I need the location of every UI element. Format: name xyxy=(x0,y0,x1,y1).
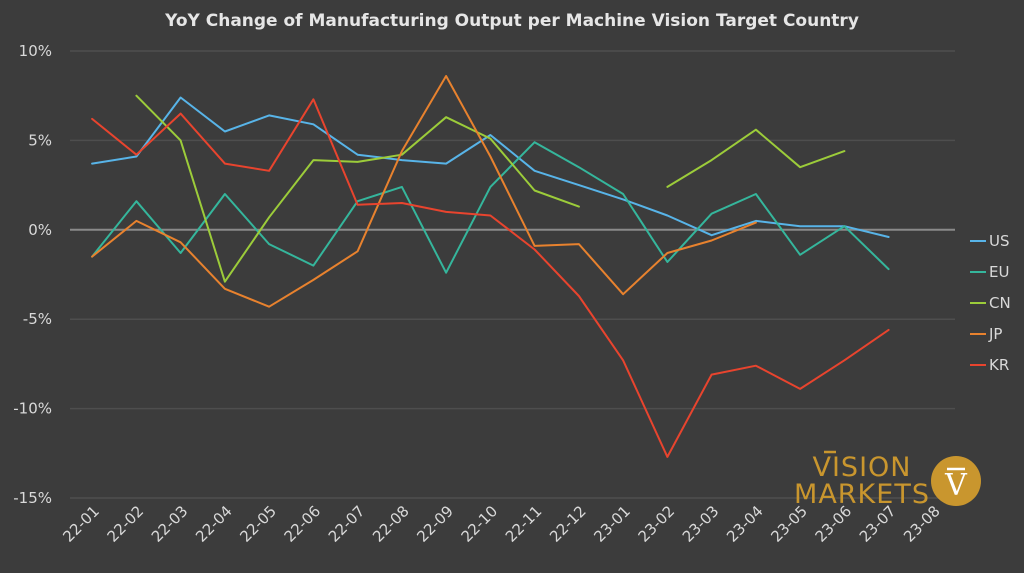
x-tick-label: 22-12 xyxy=(546,502,590,546)
x-tick-label: 22-01 xyxy=(59,502,103,546)
legend-label-eu: EU xyxy=(989,263,1009,281)
y-tick-label: -10% xyxy=(13,400,52,418)
legend-label-kr: KR xyxy=(989,356,1009,374)
legend: US EU CN JP KR xyxy=(970,232,1011,374)
x-tick-label: 23-04 xyxy=(723,502,767,546)
x-tick-label: 22-03 xyxy=(148,502,192,546)
legend-label-us: US xyxy=(989,232,1010,250)
logo-line-2: MARKETS xyxy=(794,479,930,510)
x-tick-label: 22-02 xyxy=(104,502,148,546)
x-tick-label: 22-05 xyxy=(236,502,280,546)
legend-label-cn: CN xyxy=(989,294,1011,312)
x-tick-label: 22-09 xyxy=(413,502,457,546)
logo-mark-letter: V xyxy=(944,468,968,503)
chart-title: YoY Change of Manufacturing Output per M… xyxy=(164,11,859,31)
x-tick-label: 22-06 xyxy=(281,502,325,546)
x-tick-label: 23-03 xyxy=(679,502,723,546)
logo-circle-icon xyxy=(931,456,981,506)
series-line-kr xyxy=(91,98,890,458)
series-line-jp xyxy=(91,75,757,308)
y-tick-label: 5% xyxy=(28,131,52,149)
x-tick-label: 22-10 xyxy=(458,502,502,546)
logo-line-1: VISION xyxy=(813,452,912,483)
x-tick-label: 23-01 xyxy=(590,502,634,546)
x-tick-label: 22-11 xyxy=(502,502,546,546)
x-tick-label: 22-08 xyxy=(369,502,413,546)
vision-markets-logo: VISION MARKETS V xyxy=(794,450,981,510)
series-line-us xyxy=(91,96,890,238)
y-tick-label: -5% xyxy=(23,310,52,328)
y-axis-ticks: 10% 5% 0% -5% -10% -15% xyxy=(13,42,52,507)
y-tick-label: 10% xyxy=(19,42,52,60)
series-line-eu xyxy=(91,141,890,274)
x-tick-label: 22-07 xyxy=(325,502,369,546)
series-lines xyxy=(91,75,890,458)
legend-label-jp: JP xyxy=(988,325,1002,343)
y-tick-label: -15% xyxy=(13,489,52,507)
series-line-cn xyxy=(135,94,580,283)
y-tick-label: 0% xyxy=(28,221,52,239)
x-tick-label: 22-04 xyxy=(192,502,236,546)
x-tick-label: 23-02 xyxy=(635,502,679,546)
series-line-cn xyxy=(666,128,846,188)
gridlines xyxy=(70,50,955,499)
